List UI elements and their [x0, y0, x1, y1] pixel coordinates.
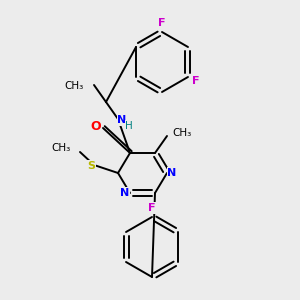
Text: F: F — [158, 18, 166, 28]
Text: CH₃: CH₃ — [65, 81, 84, 91]
Text: CH₃: CH₃ — [172, 128, 191, 138]
Text: N: N — [117, 115, 127, 125]
Text: N: N — [167, 168, 177, 178]
Text: O: O — [91, 121, 101, 134]
Text: N: N — [120, 188, 130, 198]
Text: F: F — [192, 76, 200, 86]
Text: CH₃: CH₃ — [52, 143, 71, 153]
Text: H: H — [125, 121, 133, 131]
Text: F: F — [148, 203, 156, 213]
Text: S: S — [87, 161, 95, 171]
